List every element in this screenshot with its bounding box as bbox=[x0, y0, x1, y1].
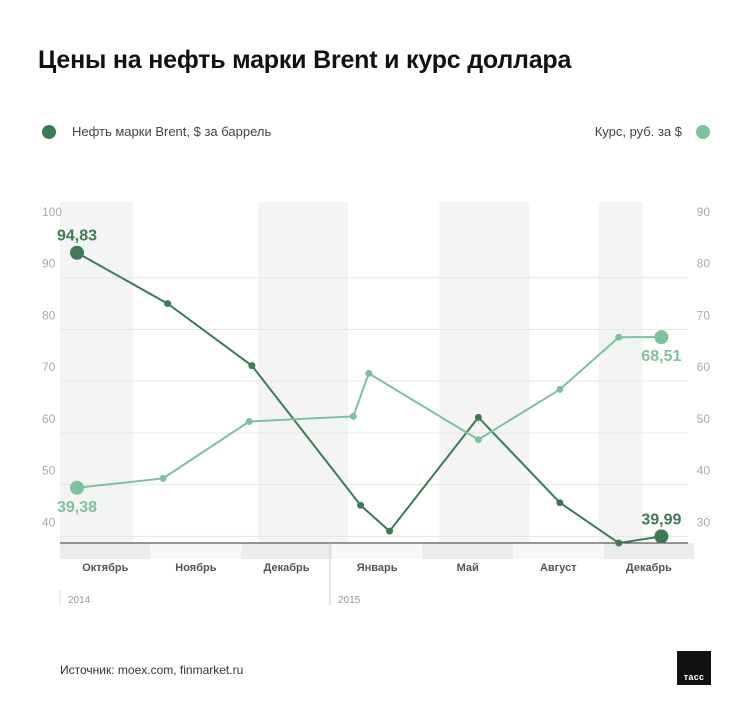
left-axis-tick: 50 bbox=[42, 464, 56, 478]
x-axis-band bbox=[150, 543, 242, 559]
left-axis-tick: 90 bbox=[42, 257, 56, 271]
usd-point bbox=[159, 474, 167, 482]
background-band bbox=[258, 202, 349, 543]
legend-brent-dot-icon bbox=[42, 124, 56, 139]
usd-point bbox=[349, 412, 357, 420]
right-axis-tick: 70 bbox=[697, 308, 711, 322]
x-category-label: Январь bbox=[357, 562, 398, 574]
x-axis-band bbox=[60, 543, 151, 559]
brent-point bbox=[386, 527, 394, 535]
usd-point bbox=[365, 369, 373, 377]
usd-start-label: 39,38 bbox=[57, 499, 97, 516]
usd-point bbox=[245, 417, 253, 425]
chart-title: Цены на нефть марки Brent и курс доллара bbox=[38, 46, 572, 74]
tass-logo: тасс bbox=[677, 651, 711, 685]
legend-usd-label: Курс, руб. за $ bbox=[594, 124, 682, 139]
legend-usd: Курс, руб. за $ bbox=[595, 124, 710, 139]
right-axis-tick: 30 bbox=[697, 515, 711, 529]
legend-usd-dot-icon bbox=[696, 124, 710, 139]
brent-point bbox=[556, 499, 564, 507]
brent-point bbox=[357, 501, 365, 509]
left-axis-tick: 100 bbox=[42, 205, 62, 219]
x-category-label: Ноябрь bbox=[175, 562, 216, 574]
x-axis-band bbox=[422, 543, 513, 559]
usd-end-label: 68,51 bbox=[641, 348, 681, 365]
brent-start-label: 94,83 bbox=[57, 228, 97, 245]
usd-point bbox=[556, 385, 564, 393]
x-category-label: Август bbox=[540, 562, 577, 574]
background-band bbox=[439, 202, 530, 543]
brent-line bbox=[76, 251, 662, 545]
right-axis-tick: 40 bbox=[697, 464, 711, 478]
right-axis-tick: 90 bbox=[697, 205, 711, 219]
brent-point bbox=[70, 245, 84, 260]
x-category-label: Октябрь bbox=[82, 562, 128, 574]
brent-point bbox=[615, 539, 623, 547]
legend-brent-label: Нефть марки Brent, $ за баррель bbox=[72, 124, 272, 139]
left-axis-tick: 60 bbox=[42, 412, 56, 426]
right-axis-tick: 50 bbox=[697, 412, 711, 426]
usd-point bbox=[474, 436, 482, 444]
left-axis-tick: 80 bbox=[42, 308, 56, 322]
usd-point bbox=[70, 480, 84, 495]
brent-point bbox=[248, 362, 256, 370]
left-axis-tick: 70 bbox=[42, 360, 56, 374]
legend-brent: Нефть марки Brent, $ за баррель bbox=[42, 124, 271, 139]
year-label: 2015 bbox=[338, 595, 361, 606]
x-axis-band bbox=[331, 543, 423, 559]
brent-end-label: 39,99 bbox=[641, 511, 681, 528]
right-axis-tick: 60 bbox=[697, 360, 711, 374]
x-axis-band bbox=[513, 543, 604, 559]
x-category-label: Декабрь bbox=[264, 562, 310, 574]
background-band bbox=[598, 202, 643, 543]
usd-point bbox=[654, 330, 669, 345]
source-note: Источник: moex.com, finmarket.ru bbox=[60, 663, 244, 677]
x-axis-band bbox=[603, 543, 695, 559]
brent-point bbox=[654, 529, 669, 544]
right-axis-tick: 80 bbox=[697, 257, 711, 271]
left-axis-tick: 40 bbox=[42, 515, 56, 529]
x-category-label: Декабрь bbox=[626, 562, 672, 574]
x-category-label: Май bbox=[457, 562, 479, 574]
x-axis-band bbox=[241, 543, 332, 559]
brent-point bbox=[474, 413, 482, 421]
usd-point bbox=[615, 333, 623, 341]
brent-point bbox=[164, 300, 172, 308]
year-label: 2014 bbox=[68, 595, 91, 606]
usd-line bbox=[76, 336, 662, 489]
